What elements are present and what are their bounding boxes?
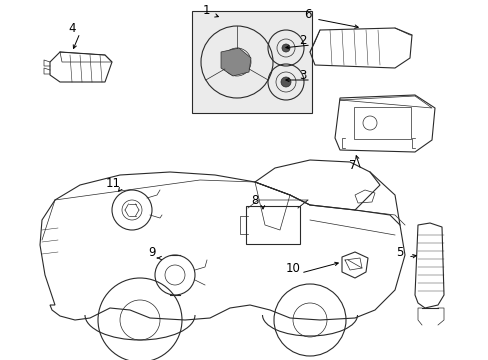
Text: 5: 5: [395, 246, 403, 258]
Text: 9: 9: [148, 247, 156, 260]
FancyBboxPatch shape: [192, 11, 311, 113]
Text: 4: 4: [68, 22, 76, 35]
Text: 3: 3: [299, 68, 306, 81]
Polygon shape: [221, 48, 250, 76]
Text: 6: 6: [304, 8, 311, 21]
Text: 10: 10: [285, 261, 300, 274]
Text: 11: 11: [105, 176, 120, 189]
Text: 7: 7: [348, 158, 356, 171]
Circle shape: [281, 77, 290, 87]
Text: 8: 8: [251, 194, 258, 207]
Circle shape: [282, 44, 289, 52]
Text: 1: 1: [202, 4, 209, 17]
Text: 2: 2: [299, 33, 306, 46]
